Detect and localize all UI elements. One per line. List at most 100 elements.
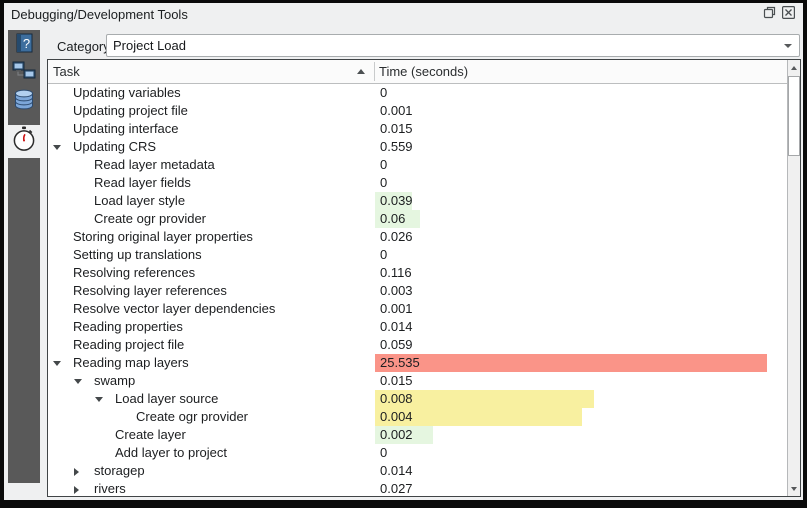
task-label: Create ogr provider (136, 409, 248, 424)
task-time-value: 0 (380, 175, 388, 190)
task-row[interactable]: Updating variables 0 (48, 84, 787, 102)
task-label: Create layer (115, 427, 186, 442)
scroll-down-icon (791, 486, 797, 491)
expand-arrow-icon[interactable] (74, 486, 79, 494)
task-row[interactable]: Setting up translations 0 (48, 246, 787, 264)
task-row[interactable]: Resolving layer references 0.003 (48, 282, 787, 300)
network-icon (12, 61, 36, 86)
task-row[interactable]: Create ogr provider 0.06 (48, 210, 787, 228)
titlebar: Debugging/Development Tools (4, 3, 803, 29)
sidebar-tab-query-logger[interactable] (8, 86, 40, 118)
time-bar-red (375, 354, 767, 372)
task-time-value: 0.027 (380, 481, 413, 496)
task-label: Updating project file (73, 103, 188, 118)
scroll-down-button[interactable] (788, 481, 800, 496)
chevron-down-icon (784, 44, 792, 48)
sidebar-tabstrip: ? (8, 30, 40, 485)
task-row[interactable]: Resolve vector layer dependencies 0.001 (48, 300, 787, 318)
task-row[interactable]: Reading properties 0.014 (48, 318, 787, 336)
task-row[interactable]: Create ogr provider 0.004 (48, 408, 787, 426)
dock-inner: Debugging/Development Tools (4, 3, 803, 500)
task-label: Reading map layers (73, 355, 189, 370)
category-selected-value: Project Load (113, 38, 186, 53)
task-time-value: 0.008 (380, 391, 413, 406)
column-header-task[interactable]: Task (53, 64, 80, 79)
task-row[interactable]: Storing original layer properties 0.026 (48, 228, 787, 246)
task-row[interactable]: Add layer to project 0 (48, 444, 787, 462)
task-row[interactable]: storagep 0.014 (48, 462, 787, 480)
task-time-value: 0 (380, 445, 388, 460)
task-row[interactable]: swamp 0.015 (48, 372, 787, 390)
expand-arrow-icon[interactable] (74, 468, 79, 476)
task-row[interactable]: Read layer fields 0 (48, 174, 787, 192)
scroll-up-button[interactable] (788, 60, 800, 75)
scrollbar-thumb[interactable] (788, 76, 800, 156)
task-label: Storing original layer properties (73, 229, 253, 244)
sidebar-tab-help[interactable]: ? (8, 30, 40, 60)
task-time-value: 0.015 (380, 121, 413, 136)
profiler-table: Task Time (seconds) Updating variables 0 U… (47, 59, 801, 497)
task-label: Updating CRS (73, 139, 157, 154)
task-time-value: 0.559 (380, 139, 413, 154)
time-bar-green (375, 192, 412, 210)
time-bar-yellow (375, 408, 582, 426)
task-row[interactable]: Resolving references 0.116 (48, 264, 787, 282)
column-divider[interactable] (374, 62, 375, 81)
task-time-value: 0.116 (380, 265, 412, 280)
task-time-value: 0.014 (380, 463, 413, 478)
task-row[interactable]: Create layer 0.002 (48, 426, 787, 444)
float-window-button[interactable] (762, 6, 777, 22)
task-row[interactable]: Reading project file 0.059 (48, 336, 787, 354)
task-row[interactable]: Load layer source 0.008 (48, 390, 787, 408)
task-row[interactable]: Load layer style 0.039 (48, 192, 787, 210)
stopwatch-icon (11, 126, 37, 157)
time-bar-green (375, 426, 433, 444)
time-bar-green (375, 210, 420, 228)
category-dropdown[interactable]: Project Load (106, 34, 800, 57)
time-bar-yellow (375, 390, 594, 408)
table-header: Task Time (seconds) (48, 60, 800, 84)
task-row[interactable]: Reading map layers 25.535 (48, 354, 787, 372)
task-time-value: 0.06 (380, 211, 406, 226)
column-header-time[interactable]: Time (seconds) (379, 64, 469, 79)
close-window-button[interactable] (781, 6, 796, 24)
task-row[interactable]: Updating project file 0.001 (48, 102, 787, 120)
svg-text:?: ? (23, 36, 30, 51)
sort-ascending-icon (357, 69, 365, 74)
task-row[interactable]: rivers 0.027 (48, 480, 787, 497)
task-time-value: 0.014 (380, 319, 413, 334)
sidebar-tab-network-logger[interactable] (8, 60, 40, 86)
task-label: Resolving layer references (73, 283, 227, 298)
sidebar-gap (8, 483, 40, 485)
collapse-arrow-icon[interactable] (53, 361, 61, 366)
task-label: Updating interface (73, 121, 179, 136)
window-controls (762, 6, 796, 24)
task-label: Add layer to project (115, 445, 228, 460)
collapse-arrow-icon[interactable] (74, 379, 82, 384)
task-label: swamp (94, 373, 136, 388)
collapse-arrow-icon[interactable] (53, 145, 61, 150)
vertical-scrollbar[interactable] (787, 60, 800, 496)
window-title: Debugging/Development Tools (11, 7, 188, 22)
help-book-icon: ? (13, 33, 35, 58)
task-time-value: 0.001 (380, 301, 413, 316)
task-label: Updating variables (73, 85, 181, 100)
task-label: Create ogr provider (94, 211, 206, 226)
close-icon (782, 6, 796, 24)
task-label: Reading project file (73, 337, 185, 352)
task-row[interactable]: Updating CRS 0.559 (48, 138, 787, 156)
task-label: Read layer fields (94, 175, 191, 190)
task-label: Setting up translations (73, 247, 202, 262)
task-label: Resolving references (73, 265, 196, 280)
collapse-arrow-icon[interactable] (95, 397, 103, 402)
task-label: Load layer style (94, 193, 186, 208)
sidebar-tab-profiler[interactable] (8, 125, 40, 158)
task-row[interactable]: Updating interface 0.015 (48, 120, 787, 138)
task-row[interactable]: Read layer metadata 0 (48, 156, 787, 174)
task-time-value: 0.039 (380, 193, 413, 208)
task-time-value: 0.004 (380, 409, 413, 424)
task-label: Read layer metadata (94, 157, 215, 172)
task-label: Reading properties (73, 319, 183, 334)
scroll-up-icon (791, 65, 797, 70)
